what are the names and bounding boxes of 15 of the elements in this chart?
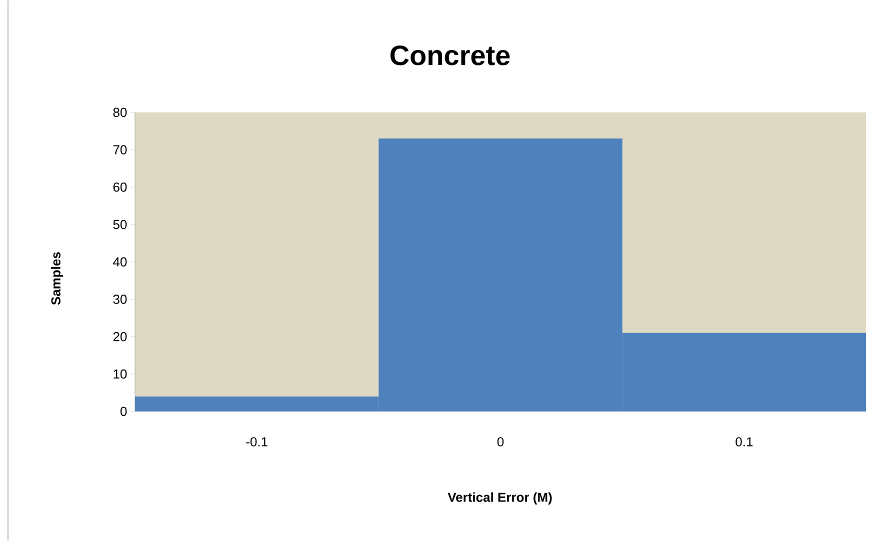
x-tick-label: 0.1: [736, 437, 753, 446]
y-tick-label: 60: [113, 182, 127, 192]
y-tick-label: 70: [113, 145, 127, 154]
y-tick-label: 80: [113, 108, 127, 118]
y-tick-label: 0: [120, 406, 127, 416]
y-tick-label: 40: [113, 257, 127, 267]
y-tick-label: 30: [113, 294, 127, 304]
y-tick-label: 10: [114, 370, 127, 379]
x-axis-title: Vertical Error (M): [448, 492, 552, 505]
x-tick-label: 0: [497, 437, 504, 446]
chart-title: Concrete: [390, 46, 510, 66]
y-tick-label: 20: [113, 332, 127, 342]
y-tick-label: 50: [113, 220, 127, 230]
y-axis-title: Samples: [50, 252, 64, 305]
x-tick-label: -0.1: [246, 437, 268, 446]
